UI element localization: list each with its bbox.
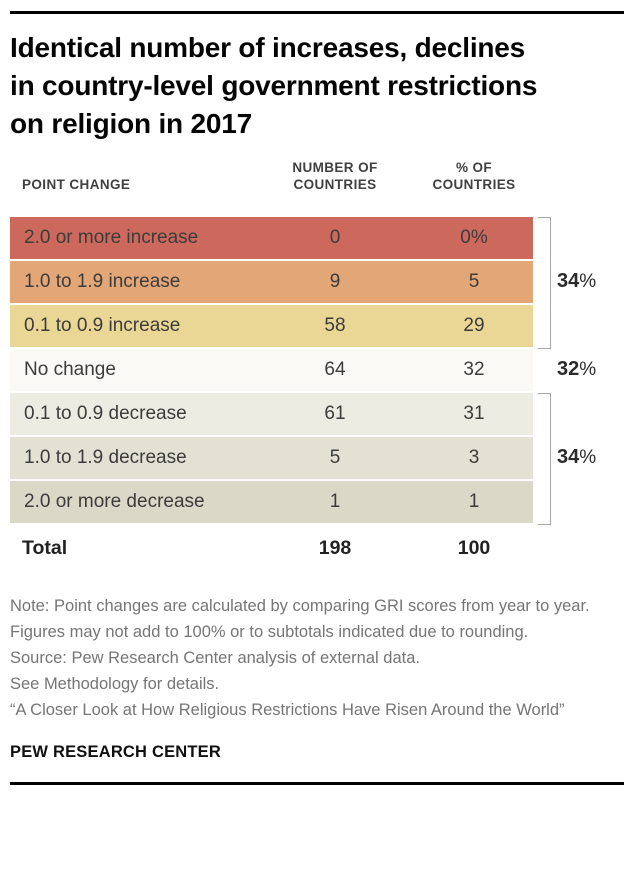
row-label: 0.1 to 0.9 increase bbox=[24, 315, 181, 336]
row-label: No change bbox=[24, 359, 116, 380]
bottom-rule bbox=[10, 782, 624, 785]
title-line-3: on religion in 2017 bbox=[10, 108, 253, 139]
table-area: POINT CHANGE NUMBER OF COUNTRIES % OF CO… bbox=[0, 158, 634, 571]
top-rule bbox=[10, 11, 624, 14]
table-row: 1.0 to 1.9 increase 9 5 bbox=[10, 261, 533, 305]
column-header-percent-of-countries: % OF COUNTRIES bbox=[432, 160, 516, 192]
total-number-of-countries: 198 bbox=[318, 536, 352, 559]
source-text: Source: Pew Research Center analysis of … bbox=[10, 649, 420, 667]
percent-sign: % bbox=[579, 447, 597, 468]
row-number-of-countries: 1 bbox=[329, 491, 341, 512]
increase-group-percent-value: 34 bbox=[557, 270, 580, 292]
table-row: 0.1 to 0.9 increase 58 29 bbox=[10, 305, 533, 349]
row-number-of-countries: 61 bbox=[324, 403, 346, 424]
row-percent-of-countries: 31 bbox=[463, 403, 485, 424]
column-header-point-change: POINT CHANGE bbox=[22, 177, 131, 192]
row-percent-of-countries: 3 bbox=[468, 447, 480, 468]
no-change-percent-value: 32 bbox=[557, 358, 580, 380]
decrease-group-percent-label: 34% bbox=[557, 446, 596, 469]
table-row: 1.0 to 1.9 decrease 5 3 bbox=[10, 437, 533, 481]
decrease-group-percent-value: 34 bbox=[557, 446, 580, 468]
row-label: 0.1 to 0.9 decrease bbox=[24, 403, 187, 424]
title-line-1: Identical number of increases, declines bbox=[10, 32, 526, 63]
row-number-of-countries: 64 bbox=[324, 359, 346, 380]
row-number-of-countries: 58 bbox=[324, 315, 346, 336]
column-header-number-of-countries: NUMBER OF COUNTRIES bbox=[292, 160, 378, 192]
decrease-group-bracket bbox=[538, 393, 551, 525]
increase-group-bracket bbox=[538, 217, 551, 349]
row-percent-of-countries: 1 bbox=[468, 491, 480, 512]
row-number-of-countries: 5 bbox=[329, 447, 341, 468]
no-change-percent-label: 32% bbox=[557, 358, 596, 381]
report-title-text: “A Closer Look at How Religious Restrict… bbox=[10, 701, 565, 719]
table-header-row: POINT CHANGE NUMBER OF COUNTRIES % OF CO… bbox=[10, 158, 533, 217]
table-row: No change 64 32 bbox=[10, 349, 533, 393]
row-number-of-countries: 0 bbox=[329, 227, 341, 248]
row-label: 1.0 to 1.9 decrease bbox=[24, 447, 187, 468]
row-percent-of-countries: 32 bbox=[463, 359, 485, 380]
total-percent-of-countries: 100 bbox=[457, 536, 491, 559]
table-row: 2.0 or more decrease 1 1 bbox=[10, 481, 533, 525]
row-label: 2.0 or more increase bbox=[24, 227, 199, 248]
table-row: 0.1 to 0.9 decrease 61 31 bbox=[10, 393, 533, 437]
percent-sign: % bbox=[579, 271, 597, 292]
footnotes: Note: Point changes are calculated by co… bbox=[10, 593, 614, 723]
row-percent-of-countries: 5 bbox=[468, 271, 480, 292]
row-percent-of-countries: 0% bbox=[460, 227, 488, 248]
table-row: 2.0 or more increase 0 0% bbox=[10, 217, 533, 261]
page-title: Identical number of increases, declines … bbox=[10, 29, 624, 143]
percent-sign: % bbox=[579, 359, 597, 380]
row-number-of-countries: 9 bbox=[329, 271, 341, 292]
row-percent-of-countries: 29 bbox=[463, 315, 485, 336]
row-label: 1.0 to 1.9 increase bbox=[24, 271, 181, 292]
title-line-2: in country-level government restrictions bbox=[10, 70, 538, 101]
row-label: 2.0 or more decrease bbox=[24, 491, 205, 512]
table-total-row: Total 198 100 bbox=[10, 525, 533, 571]
note-text: Note: Point changes are calculated by co… bbox=[10, 597, 590, 641]
total-label: Total bbox=[22, 536, 68, 559]
pew-research-center-wordmark: PEW RESEARCH CENTER bbox=[10, 743, 221, 761]
increase-group-percent-label: 34% bbox=[557, 270, 596, 293]
methodology-text: See Methodology for details. bbox=[10, 675, 220, 693]
